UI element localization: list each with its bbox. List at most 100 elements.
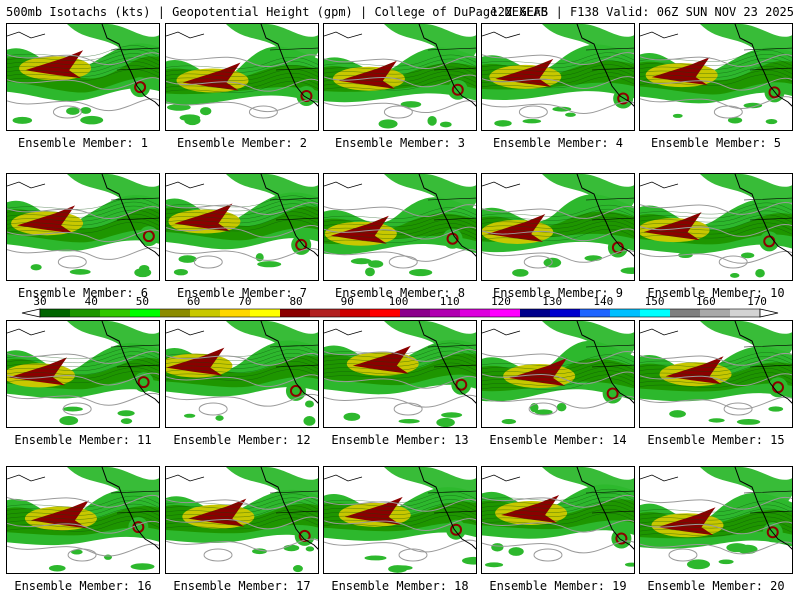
jet-stream-map xyxy=(324,24,476,130)
colorbar-tick-label: 90 xyxy=(340,295,354,308)
colorbar-tick-label: 170 xyxy=(747,295,767,308)
jet-stream-map xyxy=(640,24,792,130)
ensemble-panel-2 xyxy=(165,23,319,131)
colorbar-tick-label: 150 xyxy=(644,295,665,308)
jet-stream-map xyxy=(324,321,476,427)
jet-stream-map xyxy=(482,321,634,427)
colorbar-swatch xyxy=(430,309,461,317)
ensemble-panel-1 xyxy=(6,23,160,131)
jet-stream-map xyxy=(166,467,318,573)
ensemble-member-label: Ensemble Member: 17 xyxy=(173,579,311,593)
colorbar-swatch xyxy=(610,309,641,317)
colorbar-tick-label: 130 xyxy=(542,295,563,308)
colorbar-swatch xyxy=(490,309,521,317)
colorbar-tick-label: 60 xyxy=(187,295,201,308)
ensemble-member-label: Ensemble Member: 1 xyxy=(17,136,149,150)
ensemble-member-label: Ensemble Member: 7 xyxy=(176,286,308,300)
jet-stream-map xyxy=(166,321,318,427)
jet-stream-map xyxy=(640,321,792,427)
jet-stream-map xyxy=(640,174,792,280)
ensemble-member-label: Ensemble Member: 12 xyxy=(173,433,311,447)
colorbar-swatch xyxy=(640,309,671,317)
ensemble-panel-13 xyxy=(323,320,477,428)
jet-stream-map xyxy=(482,174,634,280)
ensemble-panel-18 xyxy=(323,466,477,574)
ensemble-panel-15 xyxy=(639,320,793,428)
colorbar-swatch xyxy=(190,309,221,317)
ensemble-panel-8 xyxy=(323,173,477,281)
colorbar-swatch xyxy=(310,309,341,317)
ensemble-panel-3 xyxy=(323,23,477,131)
colorbar-swatch xyxy=(700,309,731,317)
ensemble-member-label: Ensemble Member: 10 xyxy=(647,286,785,300)
colorbar-strip xyxy=(21,308,779,318)
ensemble-member-label: Ensemble Member: 14 xyxy=(489,433,627,447)
colorbar-swatch xyxy=(460,309,491,317)
colorbar-tick-label: 40 xyxy=(84,295,98,308)
jet-stream-map xyxy=(324,467,476,573)
ensemble-member-label: Ensemble Member: 3 xyxy=(334,136,466,150)
colorbar-swatch xyxy=(130,309,161,317)
ensemble-member-label: Ensemble Member: 19 xyxy=(489,579,627,593)
ensemble-panel-11 xyxy=(6,320,160,428)
jet-stream-map xyxy=(166,24,318,130)
colorbar-tick-label: 50 xyxy=(135,295,150,308)
ensemble-panel-7 xyxy=(165,173,319,281)
colorbar-tick-label: 110 xyxy=(439,295,460,308)
ensemble-panel-17 xyxy=(165,466,319,574)
ensemble-panel-19 xyxy=(481,466,635,574)
colorbar-swatch xyxy=(160,309,191,317)
jet-stream-map xyxy=(7,467,159,573)
ensemble-member-label: Ensemble Member: 9 xyxy=(492,286,624,300)
ensemble-panel-20 xyxy=(639,466,793,574)
colorbar-swatch xyxy=(370,309,401,317)
colorbar-tick-label: 70 xyxy=(238,295,252,308)
colorbar-tick-label: 80 xyxy=(289,295,303,308)
ensemble-panel-10 xyxy=(639,173,793,281)
ensemble-member-label: Ensemble Member: 6 xyxy=(17,286,149,300)
jet-stream-map xyxy=(166,174,318,280)
colorbar-swatch xyxy=(580,309,611,317)
jet-stream-map xyxy=(7,321,159,427)
jet-stream-map xyxy=(640,467,792,573)
colorbar-swatch xyxy=(670,309,701,317)
ensemble-member-label: Ensemble Member: 4 xyxy=(492,136,624,150)
jet-stream-map xyxy=(7,174,159,280)
colorbar-swatch xyxy=(280,309,311,317)
colorbar-tick-label: 30 xyxy=(33,295,47,308)
run-valid-time: 12Z GEFS | F138 Valid: 06Z SUN NOV 23 20… xyxy=(490,5,794,19)
ensemble-member-label: Ensemble Member: 20 xyxy=(647,579,785,593)
ensemble-member-label: Ensemble Member: 16 xyxy=(14,579,152,593)
ensemble-panel-9 xyxy=(481,173,635,281)
jet-stream-map xyxy=(7,24,159,130)
ensemble-member-label: Ensemble Member: 2 xyxy=(176,136,308,150)
ensemble-member-label: Ensemble Member: 18 xyxy=(331,579,469,593)
colorbar-swatch xyxy=(400,309,431,317)
colorbar-tick-label: 120 xyxy=(490,295,511,308)
colorbar-swatch xyxy=(520,309,551,317)
jet-stream-map xyxy=(324,174,476,280)
ensemble-member-label: Ensemble Member: 13 xyxy=(331,433,469,447)
product-title: 500mb Isotachs (kts) | Geopotential Heig… xyxy=(6,5,548,19)
ensemble-panel-16 xyxy=(6,466,160,574)
colorbar-tick-label: 140 xyxy=(593,295,614,308)
colorbar-swatch xyxy=(40,309,71,317)
jet-stream-map xyxy=(482,467,634,573)
ensemble-panel-6 xyxy=(6,173,160,281)
ensemble-panel-4 xyxy=(481,23,635,131)
ensemble-member-label: Ensemble Member: 15 xyxy=(647,433,785,447)
ensemble-member-label: Ensemble Member: 11 xyxy=(14,433,152,447)
ensemble-panel-12 xyxy=(165,320,319,428)
colorbar-swatch xyxy=(550,309,581,317)
ensemble-panel-5 xyxy=(639,23,793,131)
colorbar-swatch xyxy=(100,309,131,317)
colorbar-swatch xyxy=(220,309,251,317)
colorbar-swatch xyxy=(730,309,761,317)
colorbar-swatch xyxy=(70,309,101,317)
ensemble-member-label: Ensemble Member: 5 xyxy=(650,136,782,150)
isotach-colorbar: 30 40 50 60 70 80 90 100 110 120 130 140 150 160 170 xyxy=(0,296,800,322)
colorbar-swatch xyxy=(250,309,281,317)
ensemble-member-label: Ensemble Member: 8 xyxy=(334,286,466,300)
ensemble-panel-14 xyxy=(481,320,635,428)
colorbar-tick-label: 160 xyxy=(695,295,716,308)
